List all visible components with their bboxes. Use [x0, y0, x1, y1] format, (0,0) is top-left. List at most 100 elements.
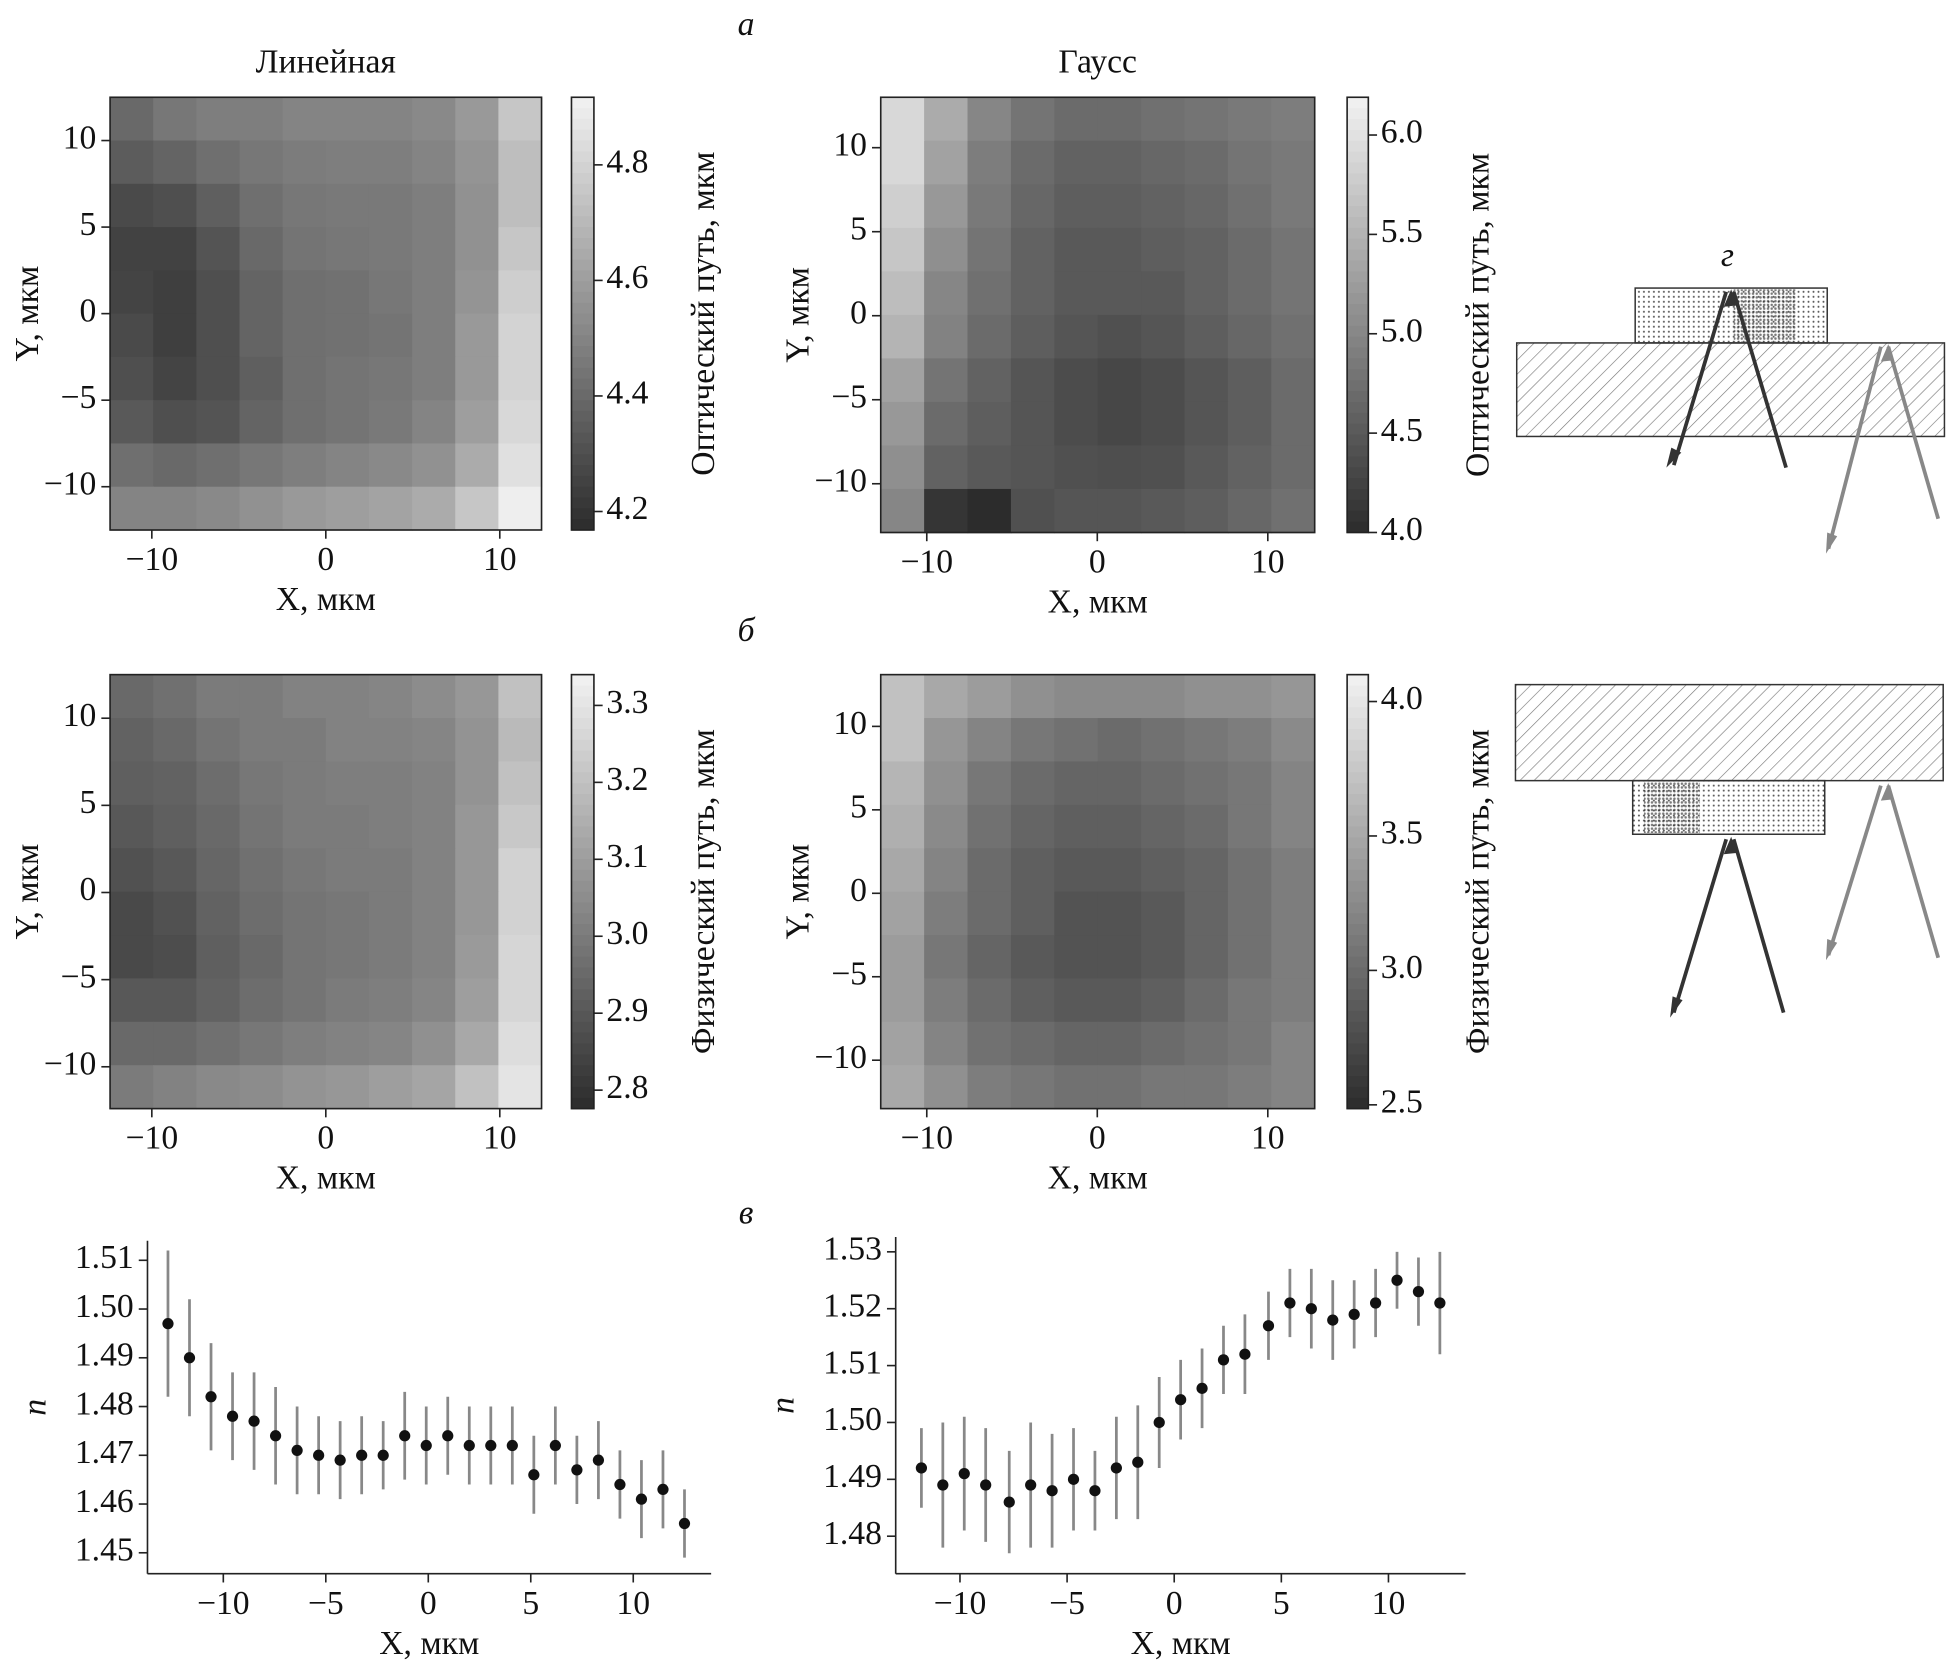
heatmap-cell [1054, 1065, 1099, 1110]
colorbar-segment [1347, 1076, 1369, 1088]
heatmap-cell [196, 140, 241, 185]
data-point [1196, 1382, 1208, 1394]
y-tick-label: 1.48 [823, 1515, 882, 1552]
colorbar-segment [571, 205, 594, 217]
colorbar-segment [571, 826, 594, 838]
heatmap-cell [1227, 445, 1273, 490]
heatmap-cell [282, 804, 327, 849]
colorbar-segment [571, 1043, 594, 1055]
heatmap-cell [1054, 674, 1099, 719]
heatmap-cell [455, 935, 500, 980]
heatmap-cell [1054, 184, 1099, 229]
arrow-head [1666, 447, 1682, 468]
heatmap-cell [967, 445, 1012, 490]
colorbar-tick-label: 4.0 [1381, 680, 1423, 717]
colorbar-segment [571, 194, 594, 207]
heatmap-cell [412, 891, 456, 936]
colorbar-segment [571, 1021, 594, 1034]
heatmap-cell [325, 97, 370, 142]
heatmap-cell [455, 140, 500, 185]
colorbar-segment [1347, 728, 1369, 741]
x-axis-label: X, мкм [1048, 584, 1148, 621]
heatmap-cell [880, 891, 925, 936]
heatmap-cell [325, 718, 370, 763]
heatmap-cell [967, 1021, 1012, 1066]
heatmap-cell [1141, 761, 1186, 806]
heatmap-cell [412, 270, 456, 315]
colorbar-tick-label: 3.0 [1381, 949, 1423, 986]
heatmap-cell [1184, 184, 1229, 229]
heatmap-cell [110, 140, 154, 185]
heatmap-cell [1054, 718, 1099, 763]
data-point [1025, 1479, 1037, 1491]
heatmap-cell [325, 674, 370, 719]
heatmap-cell [967, 184, 1012, 229]
heatmap-cell [1227, 488, 1273, 534]
ray [1826, 785, 1883, 956]
data-point [958, 1468, 970, 1480]
heatmap-cell [282, 97, 327, 142]
data-point [356, 1449, 368, 1461]
heatmap-cell [1010, 358, 1056, 403]
heatmap-cell [924, 674, 969, 719]
data-point [269, 1430, 282, 1442]
data-point [1003, 1496, 1015, 1508]
heatmap-cell [880, 358, 925, 403]
colorbar-segment [571, 421, 594, 434]
heatmap-cell [368, 183, 413, 228]
data-point [1284, 1297, 1296, 1309]
heatmap-cell [412, 443, 456, 488]
heatmap-cell [498, 674, 543, 719]
data-point [1348, 1308, 1360, 1321]
y-tick-label: −10 [814, 1039, 867, 1076]
heatmap-cell [880, 761, 925, 806]
arrow-head [1723, 836, 1737, 855]
heatmap-cell [153, 270, 198, 315]
heatmap-cell [1010, 935, 1056, 980]
data-point [1412, 1286, 1425, 1298]
heatmap-cell [239, 848, 284, 893]
heatmap-cell [924, 184, 969, 229]
data-point [1153, 1416, 1165, 1429]
heatmap-cell [368, 140, 413, 185]
heatmap-cell [282, 400, 327, 445]
colorbar-segment [571, 1086, 594, 1099]
heatmap-cell [282, 978, 327, 1023]
heatmap-cell [1054, 935, 1099, 980]
colorbar-segment [1347, 815, 1369, 828]
colorbar-segment [571, 335, 594, 347]
y-axis-label: n [765, 1397, 802, 1414]
heatmap-cell [1097, 358, 1142, 403]
colorbar-segment [571, 410, 594, 423]
heatmap-cell [368, 486, 413, 531]
heatmap-cell [412, 761, 456, 806]
x-tick-label: 10 [1251, 1120, 1285, 1157]
colorbar-segment [1347, 162, 1369, 175]
heatmap-cell [1271, 488, 1316, 534]
heatmap-cell [967, 401, 1012, 447]
heatmap-cell [498, 891, 543, 936]
heatmap-cell [1010, 718, 1056, 763]
data-point [1369, 1297, 1382, 1309]
colorbar-segment [1347, 434, 1369, 447]
colorbar-segment [571, 859, 594, 871]
heatmap-cell [239, 761, 284, 806]
heatmap-cell [967, 674, 1012, 719]
ray [1826, 346, 1883, 550]
colorbar-segment [571, 378, 594, 390]
heatmap-cell [967, 314, 1012, 360]
x-tick-label: 5 [1273, 1585, 1290, 1622]
heatmap-cell [967, 271, 1012, 316]
diagram-top [1515, 287, 1946, 554]
heatmap-cell [196, 1021, 241, 1066]
heatmap-cell [1141, 718, 1186, 763]
colorbar-segment [571, 1076, 594, 1088]
heatmap-cell [1141, 140, 1186, 186]
heatmap-cell [239, 804, 284, 849]
x-tick-label: 0 [317, 541, 334, 578]
colorbar-segment [571, 804, 594, 817]
heatmap-cell [1141, 445, 1186, 490]
colorbar-segment [571, 783, 594, 795]
y-tick-label: 5 [850, 210, 867, 247]
